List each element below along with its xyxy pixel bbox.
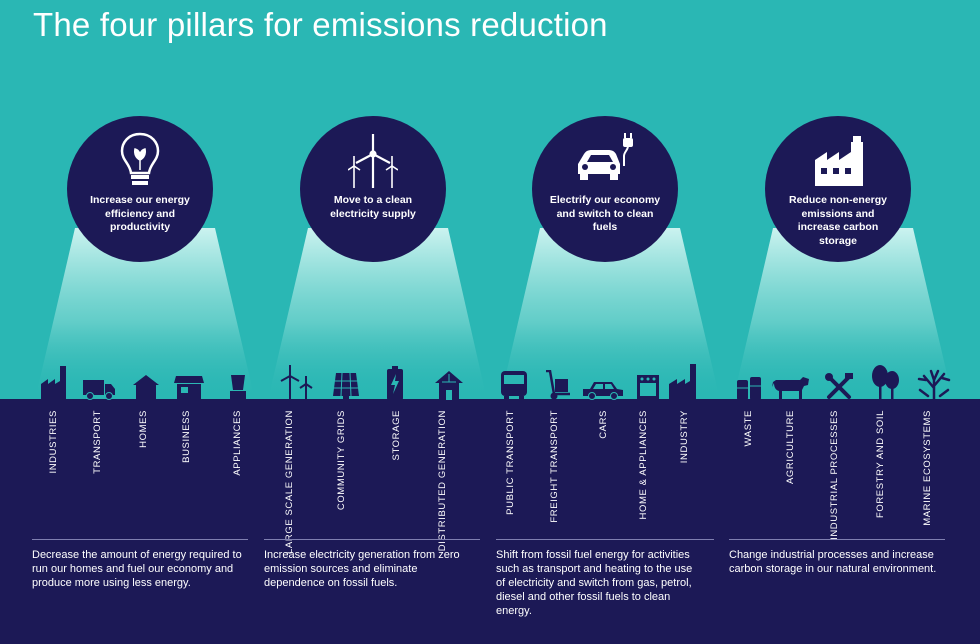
pillar-efficiency: Increase our energy efficiency and produ… <box>67 116 213 262</box>
factory-icon <box>41 366 66 400</box>
car-icon <box>583 382 623 400</box>
divider <box>496 539 714 540</box>
pillar-label: Increase our energy efficiency and produ… <box>90 194 190 233</box>
light-beam <box>268 228 487 400</box>
pillar-label: Electrify our economy and switch to clea… <box>549 194 661 233</box>
hand-truck-icon <box>546 370 570 400</box>
bus-icon <box>501 371 527 400</box>
barrels-icon <box>737 377 761 400</box>
sector-label-marine-ecosystems: MARINE ECOSYSTEMS <box>922 410 933 526</box>
sector-label-freight-transport: FREIGHT TRANSPORT <box>549 410 560 523</box>
pillar-description: Shift from fossil fuel energy for activi… <box>496 549 693 617</box>
divider <box>32 539 248 540</box>
solar-house-icon <box>435 371 463 400</box>
blender-icon <box>230 375 246 400</box>
sector-label-large-scale-generation: LARGE SCALE GENERATION <box>284 410 295 554</box>
wind-turbines-icon <box>348 134 398 188</box>
pillar-non-energy: Reduce non-energy emissions and increase… <box>765 116 911 262</box>
factory-icon <box>669 364 696 400</box>
trees-icon <box>872 365 899 400</box>
pillar-description: Decrease the amount of energy required t… <box>32 549 242 589</box>
page-title: The four pillars for emissions reduction <box>33 6 608 43</box>
sector-label-community-grids: COMMUNITY GRIDS <box>336 410 347 511</box>
sector-label-transport: TRANSPORT <box>92 410 103 474</box>
tools-icon <box>825 373 853 399</box>
sector-label-distributed-generation: DISTRIBUTED GENERATION <box>437 410 448 552</box>
sector-label-industrial-processes: INDUSTRIAL PROCESSES <box>829 410 840 540</box>
factory-icon <box>815 136 863 186</box>
solar-panel-icon <box>333 372 359 400</box>
sector-label-cars: CARS <box>598 410 609 439</box>
sector-label-industries: INDUSTRIES <box>48 410 59 474</box>
oven-icon <box>637 375 659 400</box>
pillar-description: Increase electricity generation from zer… <box>264 549 460 589</box>
sector-label-public-transport: PUBLIC TRANSPORT <box>505 410 516 515</box>
sector-label-homes: HOMES <box>138 410 149 448</box>
lightbulb-icon <box>120 132 160 185</box>
pillar-clean-electricity: Move to a clean electricity supply <box>300 116 446 262</box>
wind-turbine-icon <box>280 365 313 400</box>
sector-label-home-appliances: HOME & APPLIANCES <box>638 410 649 520</box>
sector-band <box>0 399 980 644</box>
truck-icon <box>83 380 115 400</box>
sector-label-waste: WASTE <box>743 410 754 447</box>
sector-label-storage: STORAGE <box>391 410 402 461</box>
light-beam <box>500 228 720 400</box>
sector-label-appliances: APPLIANCES <box>232 410 243 476</box>
coral-icon <box>917 369 951 400</box>
light-beam <box>733 228 953 400</box>
divider <box>729 539 945 540</box>
cow-icon <box>772 377 809 400</box>
battery-icon <box>387 366 403 400</box>
pillar-description: Change industrial processes and increase… <box>729 549 937 575</box>
sector-label-industry: INDUSTRY <box>679 410 690 464</box>
sector-label-agriculture: AGRICULTURE <box>785 410 796 484</box>
light-beam <box>35 228 255 400</box>
house-icon <box>133 375 159 400</box>
electric-car-plug-icon <box>578 133 633 180</box>
shop-icon <box>174 376 204 400</box>
pillar-label: Reduce non-energy emissions and increase… <box>788 194 888 247</box>
sector-label-forestry-and-soil: FORESTRY AND SOIL <box>875 410 886 519</box>
pillar-label: Move to a clean electricity supply <box>330 194 416 220</box>
divider <box>264 539 480 540</box>
pillar-electrify: Electrify our economy and switch to clea… <box>532 116 678 262</box>
light-beams <box>35 228 953 400</box>
sector-label-business: BUSINESS <box>181 410 192 463</box>
